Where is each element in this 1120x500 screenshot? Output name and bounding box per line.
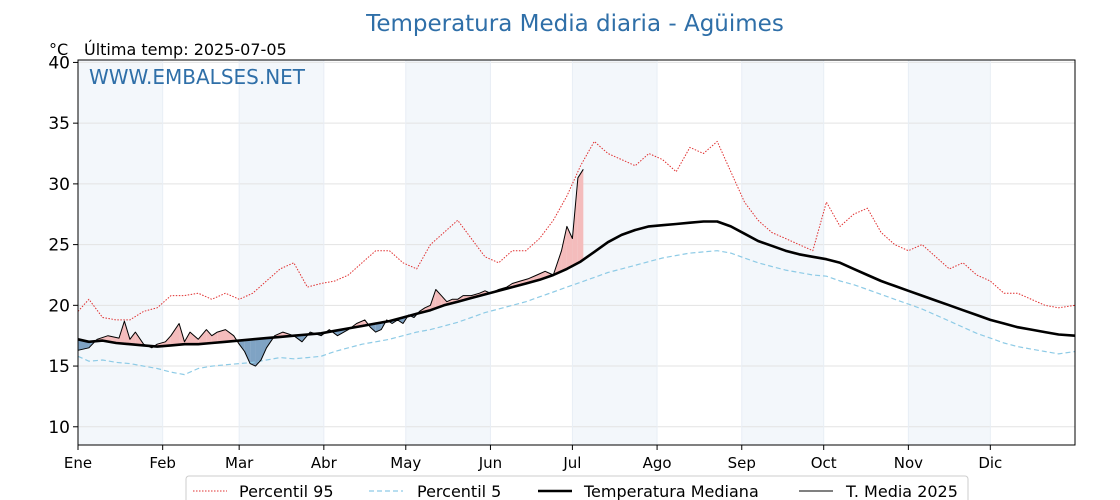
legend-label-p5: Percentil 5	[417, 482, 501, 500]
anomaly-fill-warm	[225, 329, 234, 342]
plot-frame	[77, 59, 1076, 446]
x-axis-ticks: Ene Feb Mar Abr May Jun Jul Ago Sep Oct Nov Dic	[64, 445, 1002, 472]
watermark: WWW.EMBALSES.NET	[89, 65, 306, 89]
anomaly-fill-warm	[165, 335, 171, 346]
anomaly-fill-warm	[206, 329, 212, 344]
anomaly-fill-cool	[250, 339, 256, 367]
anomaly-fill-warm	[129, 332, 136, 345]
anomaly-fill-cool	[244, 339, 251, 364]
anomaly-fill-warm	[198, 329, 207, 345]
x-tick-label: Sep	[728, 454, 756, 472]
x-tick-label: Feb	[149, 454, 176, 472]
y-tick-label: 35	[48, 114, 70, 134]
x-tick-label: May	[390, 454, 421, 472]
y-tick-label: 40	[48, 53, 70, 73]
series-temperatura-mediana	[77, 220, 1076, 348]
anomaly-fill-warm	[189, 332, 199, 345]
x-tick-label: Oct	[811, 454, 837, 472]
month-band	[405, 60, 491, 445]
y-axis-ticks: 10 15 20 25 30 35 40	[48, 53, 78, 438]
series-percentil-95	[77, 140, 1076, 321]
y-unit-label: °C	[49, 40, 68, 59]
legend-label-median: Temperatura Mediana	[583, 482, 759, 500]
x-tick-label: Mar	[225, 454, 254, 472]
anomaly-fill-warm	[566, 226, 573, 269]
month-band	[572, 60, 658, 445]
month-bands	[78, 60, 991, 445]
y-tick-label: 20	[48, 296, 70, 316]
series-lines	[77, 140, 1076, 376]
anomaly-fill-warm	[561, 226, 567, 272]
y-tick-label: 30	[48, 175, 70, 195]
anomaly-fill-warm	[572, 177, 578, 266]
chart-title: Temperatura Media diaria - Agüimes	[365, 11, 784, 37]
y-tick-label: 25	[48, 236, 70, 256]
anomaly-fill-cool	[261, 338, 267, 360]
anomaly-fill-cool	[255, 338, 262, 367]
month-band	[908, 60, 991, 445]
x-tick-label: Ago	[643, 454, 672, 472]
month-band	[78, 60, 163, 445]
month-band	[239, 60, 324, 445]
legend: Percentil 95 Percentil 5 Temperatura Med…	[185, 475, 969, 500]
anomaly-fill-warm	[577, 169, 584, 264]
anomaly-fill-warm	[170, 323, 180, 346]
month-band	[741, 60, 824, 445]
legend-label-2025: T. Media 2025	[845, 482, 958, 500]
x-tick-label: Ene	[64, 454, 92, 472]
y-tick-label: 15	[48, 357, 70, 377]
x-tick-label: Nov	[894, 454, 923, 472]
legend-label-p95: Percentil 95	[239, 482, 334, 500]
series-t-media-2025	[77, 169, 584, 367]
x-tick-label: Dic	[978, 454, 1002, 472]
anomaly-fill-cool	[370, 323, 376, 333]
anomaly-fill-warm	[217, 329, 226, 343]
last-temp-label: Última temp: 2025-07-05	[84, 40, 287, 59]
legend-box	[185, 475, 969, 500]
x-tick-label: Jun	[478, 454, 502, 472]
x-tick-label: Abr	[311, 454, 338, 472]
y-tick-label: 10	[48, 418, 70, 438]
anomaly-fill-cool	[239, 340, 245, 352]
x-tick-label: Jul	[562, 454, 581, 472]
